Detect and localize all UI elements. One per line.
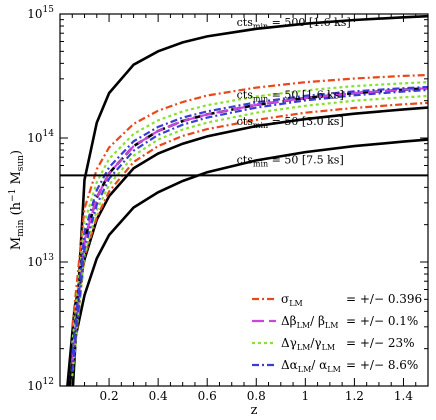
legend-value-1: = +/− 0.1% [346,314,418,328]
legend-label-3: ΔαLM/ αLM [281,358,341,374]
x-tick-label-1: 0.4 [149,389,168,403]
x-tick-label-3: 0.8 [247,389,266,403]
x-tick-label-2: 0.6 [198,389,217,403]
x-tick-label-6: 1.4 [394,389,413,403]
legend-value-3: = +/− 8.6% [346,358,418,372]
y-tick-label-1: 1013 [27,253,54,269]
annotations: ctsmin = 500 [1.6 ks] ctsmin = 50 [1.6 ks… [237,16,351,169]
legend-value-0: = +/− 0.396 [346,292,422,306]
y-tick-label-0: 1012 [27,377,54,393]
y-axis-label: Mmin (h−1 Msun) [8,150,26,250]
series-line-4 [71,73,428,327]
series-line-8 [71,94,428,377]
series-line-6 [71,87,428,365]
x-tick-label-4: 1 [302,389,310,403]
series-line-5 [71,101,428,373]
legend-value-2: = +/− 23% [346,336,415,350]
series-line-9 [71,85,428,355]
x-tick-label-5: 1.2 [345,389,364,403]
series-line-7 [71,81,428,344]
series-line-3 [68,138,428,386]
curve-annotation-3: ctsmin = 50 [7.5 ks] [237,153,344,168]
curve-annotation-2: ctsmin = 50 [3.0 ks] [237,115,344,130]
curve-annotation-0: ctsmin = 500 [1.6 ks] [237,16,351,31]
y-tick-label-3: 1015 [27,5,54,21]
legend-label-1: ΔβLM/ βLM [281,314,338,330]
legend: σLM = +/− 0.396 ΔβLM/ βLM = +/− 0.1% ΔγLM/γL… [252,292,422,374]
legend-label-2: ΔγLM/γLM [281,336,335,352]
legend-label-0: σLM [281,292,303,308]
series-group [60,14,428,386]
x-axis-label: z [251,403,258,418]
axes: 0.2 0.4 0.6 0.8 1 1.2 1.4 1012 1013 1014 1015 z Mmin… [8,5,429,418]
y-tick-label-2: 1014 [27,129,54,145]
curve-annotation-1: ctsmin = 50 [1.6 ks] [237,88,344,103]
plot-frame [59,13,429,387]
x-tick-label-0: 0.2 [100,389,119,403]
series-line-10 [71,88,428,373]
